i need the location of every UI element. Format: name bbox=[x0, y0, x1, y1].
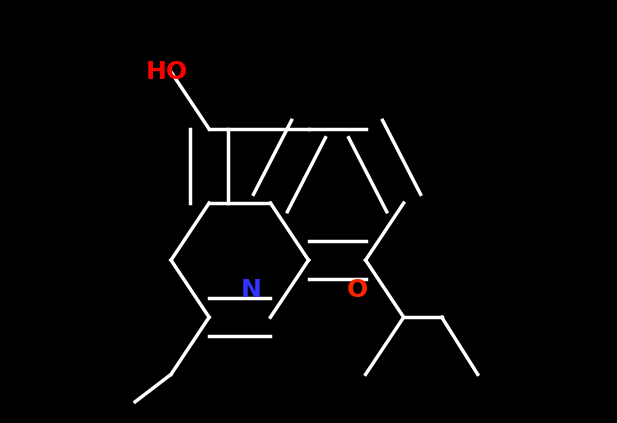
Text: N: N bbox=[241, 278, 262, 302]
Text: HO: HO bbox=[146, 60, 188, 84]
Text: O: O bbox=[347, 278, 368, 302]
